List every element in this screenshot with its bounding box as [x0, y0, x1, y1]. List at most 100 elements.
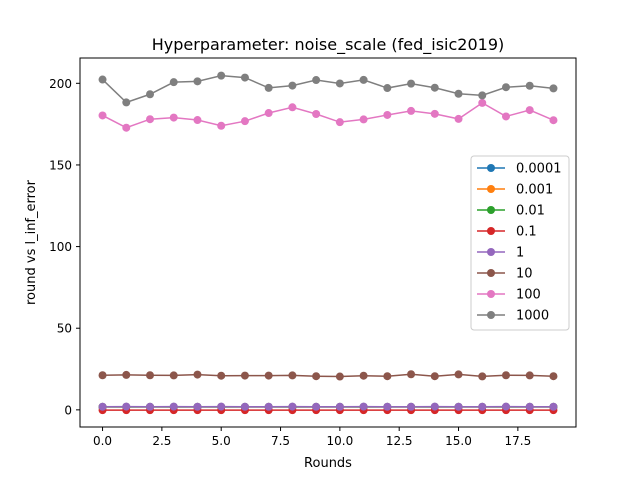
- data-point: [122, 371, 130, 379]
- x-tick-label: 10.0: [327, 434, 354, 448]
- data-point: [478, 372, 486, 380]
- data-point: [360, 372, 368, 380]
- data-point: [265, 372, 273, 380]
- data-point: [336, 79, 344, 87]
- data-point: [217, 372, 225, 380]
- data-point: [241, 74, 249, 82]
- data-point: [288, 82, 296, 90]
- x-tick-label: 7.5: [271, 434, 290, 448]
- data-point: [455, 403, 463, 411]
- x-tick-label: 5.0: [212, 434, 231, 448]
- data-point: [549, 84, 557, 92]
- y-tick-label: 50: [57, 322, 72, 336]
- y-tick-label: 0: [64, 403, 72, 417]
- data-point: [360, 403, 368, 411]
- data-point: [526, 371, 534, 379]
- data-point: [407, 370, 415, 378]
- legend-swatch-marker: [487, 164, 495, 172]
- data-point: [312, 76, 320, 84]
- data-point: [265, 109, 273, 117]
- data-point: [288, 371, 296, 379]
- data-point: [170, 403, 178, 411]
- data-point: [99, 76, 107, 84]
- data-point: [193, 371, 201, 379]
- data-point: [241, 117, 249, 125]
- x-axis-label: Rounds: [304, 456, 352, 471]
- legend-label: 10: [516, 267, 533, 282]
- data-point: [217, 403, 225, 411]
- legend-label: 1000: [516, 309, 549, 324]
- data-point: [549, 403, 557, 411]
- data-point: [312, 403, 320, 411]
- legend-label: 0.0001: [516, 162, 562, 177]
- legend-swatch-marker: [487, 248, 495, 256]
- data-point: [455, 90, 463, 98]
- legend-label: 100: [516, 288, 541, 303]
- data-point: [502, 371, 510, 379]
- legend-swatch-marker: [487, 269, 495, 277]
- x-tick-label: 2.5: [152, 434, 171, 448]
- data-point: [170, 114, 178, 122]
- legend-swatch-marker: [487, 290, 495, 298]
- data-point: [383, 84, 391, 92]
- data-point: [170, 78, 178, 86]
- data-point: [193, 116, 201, 124]
- data-point: [336, 373, 344, 381]
- data-point: [407, 107, 415, 115]
- data-point: [478, 99, 486, 107]
- data-point: [336, 403, 344, 411]
- legend-swatch-marker: [487, 185, 495, 193]
- y-tick-label: 200: [49, 77, 72, 91]
- legend-swatch-marker: [487, 227, 495, 235]
- data-point: [241, 403, 249, 411]
- data-point: [502, 112, 510, 120]
- y-axis-label: round vs l_inf_error: [24, 179, 39, 305]
- data-point: [431, 110, 439, 118]
- data-point: [407, 403, 415, 411]
- data-point: [146, 371, 154, 379]
- data-point: [312, 110, 320, 118]
- data-point: [217, 122, 225, 130]
- legend-label: 0.001: [516, 183, 553, 198]
- data-point: [146, 115, 154, 123]
- x-tick-label: 12.5: [386, 434, 413, 448]
- data-point: [265, 403, 273, 411]
- data-point: [383, 111, 391, 119]
- data-point: [431, 372, 439, 380]
- chart-title: Hyperparameter: noise_scale (fed_isic201…: [152, 35, 504, 55]
- data-point: [383, 372, 391, 380]
- data-point: [549, 372, 557, 380]
- legend-label: 0.1: [516, 225, 537, 240]
- data-point: [336, 118, 344, 126]
- data-point: [122, 98, 130, 106]
- data-point: [478, 403, 486, 411]
- y-tick-label: 150: [49, 158, 72, 172]
- data-point: [288, 103, 296, 111]
- data-point: [193, 77, 201, 85]
- data-point: [99, 111, 107, 119]
- data-point: [146, 90, 154, 98]
- data-point: [312, 372, 320, 380]
- data-point: [265, 84, 273, 92]
- data-point: [122, 124, 130, 132]
- data-point: [502, 83, 510, 91]
- data-point: [526, 106, 534, 114]
- data-point: [455, 115, 463, 123]
- data-point: [288, 403, 296, 411]
- data-point: [431, 84, 439, 92]
- data-point: [170, 371, 178, 379]
- data-point: [360, 115, 368, 123]
- data-point: [99, 371, 107, 379]
- data-point: [99, 403, 107, 411]
- data-point: [407, 80, 415, 88]
- data-point: [217, 72, 225, 80]
- y-tick-label: 100: [49, 240, 72, 254]
- data-point: [549, 116, 557, 124]
- data-point: [478, 91, 486, 99]
- data-point: [526, 82, 534, 90]
- data-point: [193, 403, 201, 411]
- legend-swatch-marker: [487, 311, 495, 319]
- legend-label: 1: [516, 246, 524, 261]
